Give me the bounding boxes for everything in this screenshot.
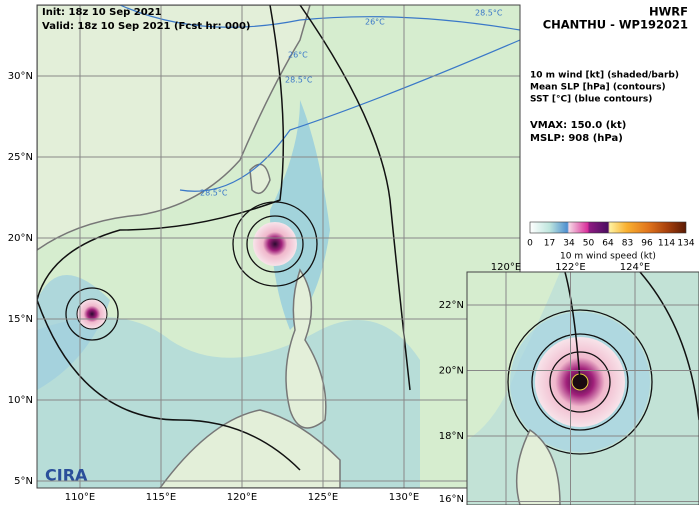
logo: CIRA [45,466,88,485]
lon-label: 125°E [308,492,338,503]
colorbar-tick-label: 83 [622,239,633,249]
colorbar [529,221,687,234]
lat-label: 20°N [439,366,464,377]
slp-contour [65,287,119,341]
lon-label: 120°E [491,262,521,273]
slp-contour [531,333,629,431]
lat-label: 18°N [439,431,464,442]
colorbar-tick-label: 17 [544,239,555,249]
slp-contour [507,309,653,455]
lat-label: 30°N [8,71,33,82]
slp-contour [232,201,318,287]
slp-contour [246,215,304,273]
lat-label: 20°N [8,233,33,244]
storm-core [253,222,297,266]
colorbar-tick-label: 96 [641,239,653,249]
slp-contour [564,272,699,421]
valid-time: Valid: 18z 10 Sep 2021 (Fcst hr: 000) [42,21,251,32]
lon-label: 120°E [227,492,257,503]
lon-label: 122°E [555,262,585,273]
land [515,428,561,505]
sst-contour [119,5,520,31]
colorbar-tick-label: 50 [583,239,595,249]
lat-label: 15°N [8,314,33,325]
sst-label: 28.5°C [285,76,313,85]
map-frame [36,4,521,489]
lat-label: 25°N [8,152,33,163]
inset-wind [467,272,560,440]
lat-label: 16°N [439,494,464,505]
mslp: MSLP: 908 (hPa) [530,133,623,144]
colorbar-tick-label: 64 [602,239,614,249]
sst-label: 26°C [288,51,308,60]
lon-label: 110°E [65,492,95,503]
sst-label: 28.5°C [200,189,228,198]
colorbar-tick-label: 34 [563,239,575,249]
sst-label: 26°C [365,18,385,27]
sst-contour [179,39,520,192]
land [159,409,341,488]
slp-contour [549,351,611,413]
colorbar-tick-label: 0 [527,239,533,249]
lat-label: 22°N [439,300,464,311]
inset-map [467,272,699,505]
lon-label: 124°E [620,262,650,273]
colorbar-tick-label: 114 [658,239,675,249]
legend-line: 10 m wind [kt] (shaded/barb) [530,71,679,81]
land [285,268,327,429]
legend-line: SST [°C] (blue contours) [530,95,652,105]
lon-label: 115°E [146,492,176,503]
init-time: Init: 18z 10 Sep 2021 [42,7,162,18]
sst-label: 28.5°C [475,9,503,18]
model-name: HWRF [649,5,688,19]
colorbar-label: 10 m wind speed (kt) [560,252,656,262]
storm-name: CHANTHU - WP192021 [543,18,688,32]
lon-label: 130°E [389,492,419,503]
colorbar-tick-label: 134 [677,239,694,249]
legend-line: Mean SLP [hPa] (contours) [530,83,666,93]
lat-label: 5°N [14,476,33,487]
lat-label: 10°N [8,395,33,406]
main-map: 26°C 26°C 28.5°C 28.5°C 28.5°C Init: 18z… [37,5,520,488]
vmax: VMAX: 150.0 (kt) [530,120,626,131]
storm-core [76,298,108,330]
